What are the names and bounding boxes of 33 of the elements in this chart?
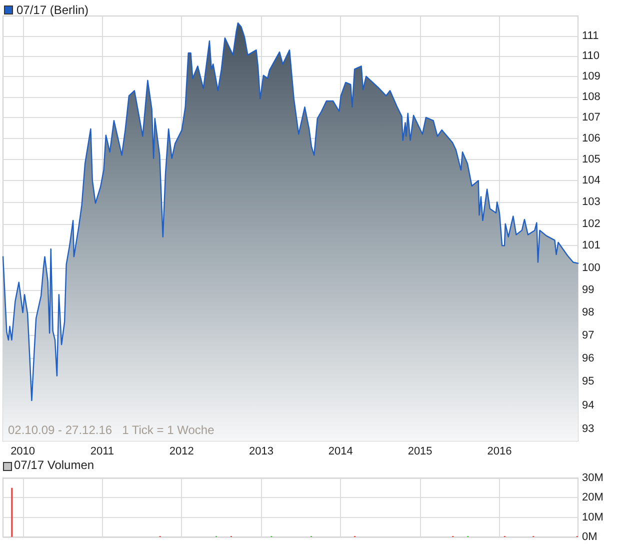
x-tick-label: 2010	[10, 446, 36, 458]
y-tick-label: 94	[582, 399, 594, 412]
y-tick-label: 20M	[582, 492, 604, 504]
legend-label: 07/17 (Berlin)	[16, 3, 89, 17]
y-tick-label: 111	[582, 30, 599, 42]
y-tick-label: 101	[582, 240, 600, 252]
x-tick-label: 2016	[487, 446, 512, 458]
y-tick-label: 30M	[582, 472, 604, 484]
y-tick-label: 107	[582, 111, 600, 124]
y-tick-label: 105	[582, 153, 600, 166]
y-tick-label: 97	[582, 329, 594, 342]
x-tick-label: 2013	[248, 446, 274, 458]
y-tick-label: 96	[582, 352, 594, 364]
y-tick-label: 10M	[582, 511, 604, 524]
y-tick-label: 93	[582, 423, 594, 436]
chart-title: 07/17 Volumen	[14, 458, 94, 472]
x-tick-label: 2014	[328, 446, 353, 458]
y-tick-label: 104	[582, 174, 600, 187]
x-tick-label: 2011	[90, 446, 114, 458]
y-tick-label: 106	[582, 132, 600, 144]
y-tick-label: 99	[582, 284, 594, 296]
x-tick-label: 2012	[169, 446, 194, 458]
y-tick-label: 103	[582, 196, 600, 208]
y-tick-label: 0M	[582, 531, 598, 543]
annotation: 02.10.09 - 27.12.16 1 Tick = 1 Woche	[8, 423, 215, 437]
y-tick-label: 110	[582, 50, 600, 62]
y-tick-label: 109	[582, 70, 600, 82]
y-tick-label: 102	[582, 218, 600, 230]
y-tick-label: 98	[582, 306, 594, 319]
y-tick-label: 108	[582, 90, 600, 103]
y-tick-label: 95	[582, 376, 594, 388]
x-tick-label: 2015	[408, 446, 432, 458]
y-tick-label: 100	[582, 262, 600, 274]
